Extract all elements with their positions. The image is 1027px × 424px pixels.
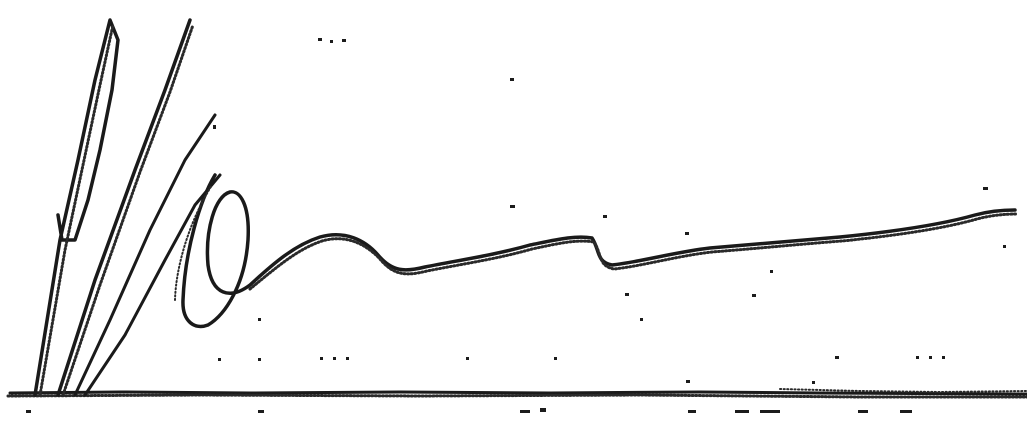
baseline-stroke xyxy=(6,388,1027,399)
left-zigzag-strokes xyxy=(33,18,222,397)
damped-wave-stroke xyxy=(174,173,1018,329)
noise-specks xyxy=(26,38,1006,413)
